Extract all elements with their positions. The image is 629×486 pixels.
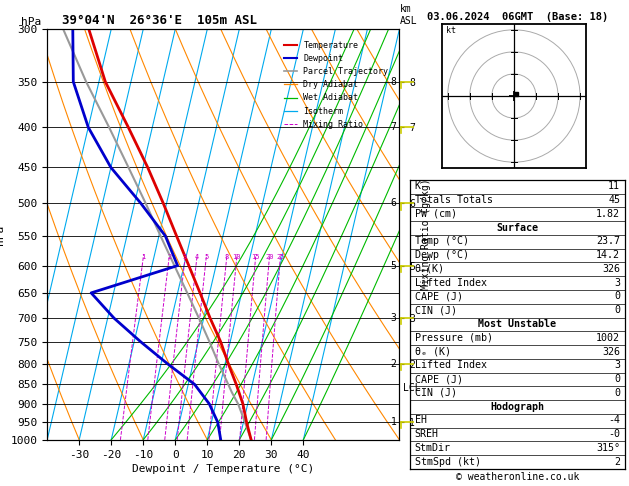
Text: 1: 1	[141, 254, 145, 260]
Text: kt: kt	[445, 26, 455, 35]
Text: 45: 45	[608, 195, 620, 205]
Y-axis label: Mixing Ratio (g/kg): Mixing Ratio (g/kg)	[421, 179, 431, 290]
Text: 326: 326	[602, 347, 620, 357]
Text: 14.2: 14.2	[596, 250, 620, 260]
Text: CIN (J): CIN (J)	[415, 305, 457, 315]
Text: Temp (°C): Temp (°C)	[415, 236, 469, 246]
Text: 20: 20	[265, 254, 274, 260]
Text: 3: 3	[614, 278, 620, 288]
Text: 25: 25	[276, 254, 284, 260]
Text: StmSpd (kt): StmSpd (kt)	[415, 457, 481, 467]
Text: 0: 0	[614, 388, 620, 398]
Text: 11: 11	[608, 181, 620, 191]
Text: 10: 10	[233, 254, 241, 260]
Text: PW (cm): PW (cm)	[415, 209, 457, 219]
Text: Lifted Index: Lifted Index	[415, 360, 487, 370]
Text: 0: 0	[614, 292, 620, 301]
Text: 3: 3	[183, 254, 187, 260]
Text: 5: 5	[391, 260, 397, 271]
Text: CAPE (J): CAPE (J)	[415, 292, 463, 301]
Text: Pressure (mb): Pressure (mb)	[415, 333, 493, 343]
Text: 15: 15	[252, 254, 260, 260]
Text: SREH: SREH	[415, 429, 438, 439]
Text: km
ASL: km ASL	[399, 4, 417, 26]
Text: Dewp (°C): Dewp (°C)	[415, 250, 469, 260]
Text: Hodograph: Hodograph	[491, 401, 544, 412]
Text: 39°04'N  26°36'E  105m ASL: 39°04'N 26°36'E 105m ASL	[47, 14, 257, 27]
Text: © weatheronline.co.uk: © weatheronline.co.uk	[455, 472, 579, 482]
Text: -0: -0	[608, 429, 620, 439]
Text: -4: -4	[608, 416, 620, 425]
Text: StmDir: StmDir	[415, 443, 450, 453]
Text: 315°: 315°	[596, 443, 620, 453]
Text: 4: 4	[195, 254, 199, 260]
Text: 2: 2	[614, 457, 620, 467]
Text: CIN (J): CIN (J)	[415, 388, 457, 398]
Text: 2: 2	[391, 359, 397, 369]
Text: 03.06.2024  06GMT  (Base: 18): 03.06.2024 06GMT (Base: 18)	[426, 12, 608, 22]
Text: 1.82: 1.82	[596, 209, 620, 219]
Y-axis label: hPa: hPa	[0, 225, 5, 244]
Text: K: K	[415, 181, 421, 191]
Text: Totals Totals: Totals Totals	[415, 195, 493, 205]
X-axis label: Dewpoint / Temperature (°C): Dewpoint / Temperature (°C)	[132, 464, 314, 474]
Text: 8: 8	[225, 254, 229, 260]
Text: 0: 0	[614, 374, 620, 384]
Text: 326: 326	[602, 264, 620, 274]
Text: θₑ(K): θₑ(K)	[415, 264, 445, 274]
Text: 6: 6	[391, 198, 397, 208]
Text: 23.7: 23.7	[596, 236, 620, 246]
Text: 1002: 1002	[596, 333, 620, 343]
Text: 3: 3	[391, 313, 397, 323]
Text: Lifted Index: Lifted Index	[415, 278, 487, 288]
Text: θₑ (K): θₑ (K)	[415, 347, 450, 357]
Text: 7: 7	[391, 122, 397, 132]
Text: EH: EH	[415, 416, 426, 425]
Text: Surface: Surface	[496, 223, 538, 233]
Text: 5: 5	[204, 254, 208, 260]
Legend: Temperature, Dewpoint, Parcel Trajectory, Dry Adiabat, Wet Adiabat, Isotherm, Mi: Temperature, Dewpoint, Parcel Trajectory…	[281, 37, 392, 132]
Text: 8: 8	[391, 77, 397, 87]
Text: hPa: hPa	[21, 17, 41, 27]
Text: 3: 3	[614, 360, 620, 370]
Text: LCL: LCL	[403, 382, 421, 393]
Text: CAPE (J): CAPE (J)	[415, 374, 463, 384]
Text: 1: 1	[391, 417, 397, 427]
Text: 2: 2	[167, 254, 171, 260]
Text: Most Unstable: Most Unstable	[478, 319, 557, 329]
Text: 0: 0	[614, 305, 620, 315]
